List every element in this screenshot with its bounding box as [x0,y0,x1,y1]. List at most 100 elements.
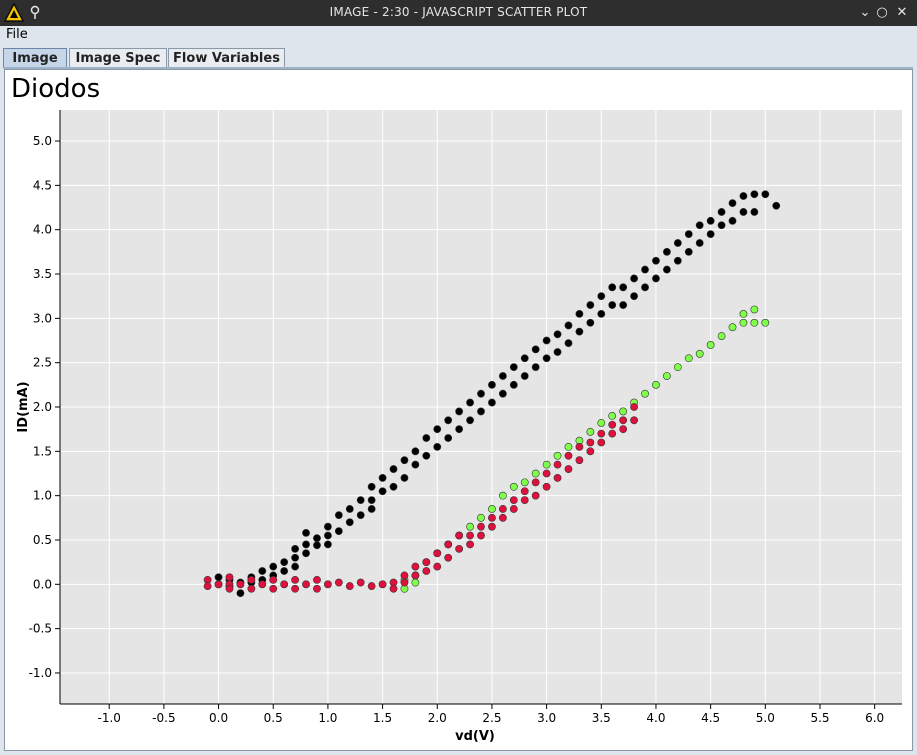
data-point [313,541,321,550]
data-point [619,283,628,292]
data-point [313,534,321,543]
data-point [411,447,420,456]
data-point [586,301,595,309]
data-point [389,482,398,491]
data-point [498,372,507,380]
data-point [531,491,540,500]
data-point [225,573,234,582]
data-point [564,465,573,473]
data-point [673,239,682,247]
data-point [542,482,551,491]
data-point [619,416,628,425]
data-point [334,578,343,587]
data-point [356,496,365,504]
data-point [586,438,595,447]
title-bar: IMAGE - 2:30 - JAVASCRIPT SCATTER PLOT ⌄… [0,0,917,26]
tab-flow-variables[interactable]: Flow Variables [168,48,285,67]
data-point [575,456,584,465]
data-point [531,363,540,372]
data-point [236,589,245,598]
data-point [662,265,671,274]
data-point [367,505,376,513]
data-point [466,540,474,549]
data-point [203,582,212,590]
tab-underline [3,67,913,69]
data-point [488,522,496,531]
data-point [247,584,256,593]
pin-icon[interactable] [29,5,41,21]
data-point [433,425,442,434]
data-point [597,419,606,427]
data-point [334,511,343,520]
data-point [564,442,573,451]
close-icon[interactable]: ✕ [896,5,908,20]
data-point [509,482,518,491]
data-point [389,465,398,473]
data-point [575,442,584,451]
data-point [673,363,682,372]
data-point [531,478,540,487]
y-tick-label: 4.0 [33,223,52,237]
data-point [291,544,300,553]
data-point [324,522,332,531]
data-point [280,558,289,567]
data-point [444,540,453,549]
data-point [302,549,310,558]
data-point [356,511,365,520]
data-point [324,531,332,540]
y-tick-label: 2.0 [33,400,52,414]
y-tick-label: -0.5 [29,622,52,636]
minimize-icon[interactable]: ⌄ [859,5,871,20]
data-point [444,553,453,562]
y-tick-label: -1.0 [29,666,52,680]
data-point [367,496,376,504]
data-point [739,318,748,327]
y-tick-label: 0.5 [33,533,52,547]
menu-file-label: File [6,27,28,42]
data-point [695,349,704,358]
scatter-plot[interactable]: -1.0 -0.5 0.0 0.5 1.0 1.5 2.0 2.5 3.0 3.5 4.0 4.5 5.… [5,70,912,750]
data-point [509,363,518,372]
data-point [498,491,507,500]
data-point [728,216,737,225]
x-tick-label: 5.5 [810,711,829,725]
data-point [411,460,420,469]
data-point [608,411,617,420]
data-point [652,380,660,389]
menu-file[interactable]: File [6,27,28,42]
x-axis-label: vd(V) [455,729,495,744]
data-point [531,469,540,478]
data-point [302,528,310,537]
data-point [400,474,409,482]
data-point [291,575,300,584]
tab-image-spec[interactable]: Image Spec [69,48,167,67]
data-point [750,190,759,199]
data-point [422,451,431,460]
maximize-icon[interactable]: ○ [876,5,888,20]
data-point [488,398,496,407]
y-tick-label: 1.5 [33,444,52,458]
data-point [477,531,485,540]
data-point [433,442,442,451]
data-point [684,354,693,363]
x-tick-label: 2.0 [428,711,447,725]
data-point [280,567,289,575]
data-point [422,558,431,567]
data-point [630,292,638,301]
data-point [739,192,748,200]
data-point [564,321,573,330]
data-point [378,580,387,589]
data-point [498,513,507,522]
data-point [608,420,617,429]
data-point [717,332,726,340]
data-point [269,584,278,593]
data-point [367,482,376,491]
data-point [400,578,409,587]
data-point [444,434,453,442]
data-point [684,230,693,239]
data-point [717,221,726,230]
y-tick-label: 3.0 [33,311,52,325]
data-point [630,416,638,425]
tab-image[interactable]: Image [3,48,67,67]
data-point [531,345,540,354]
